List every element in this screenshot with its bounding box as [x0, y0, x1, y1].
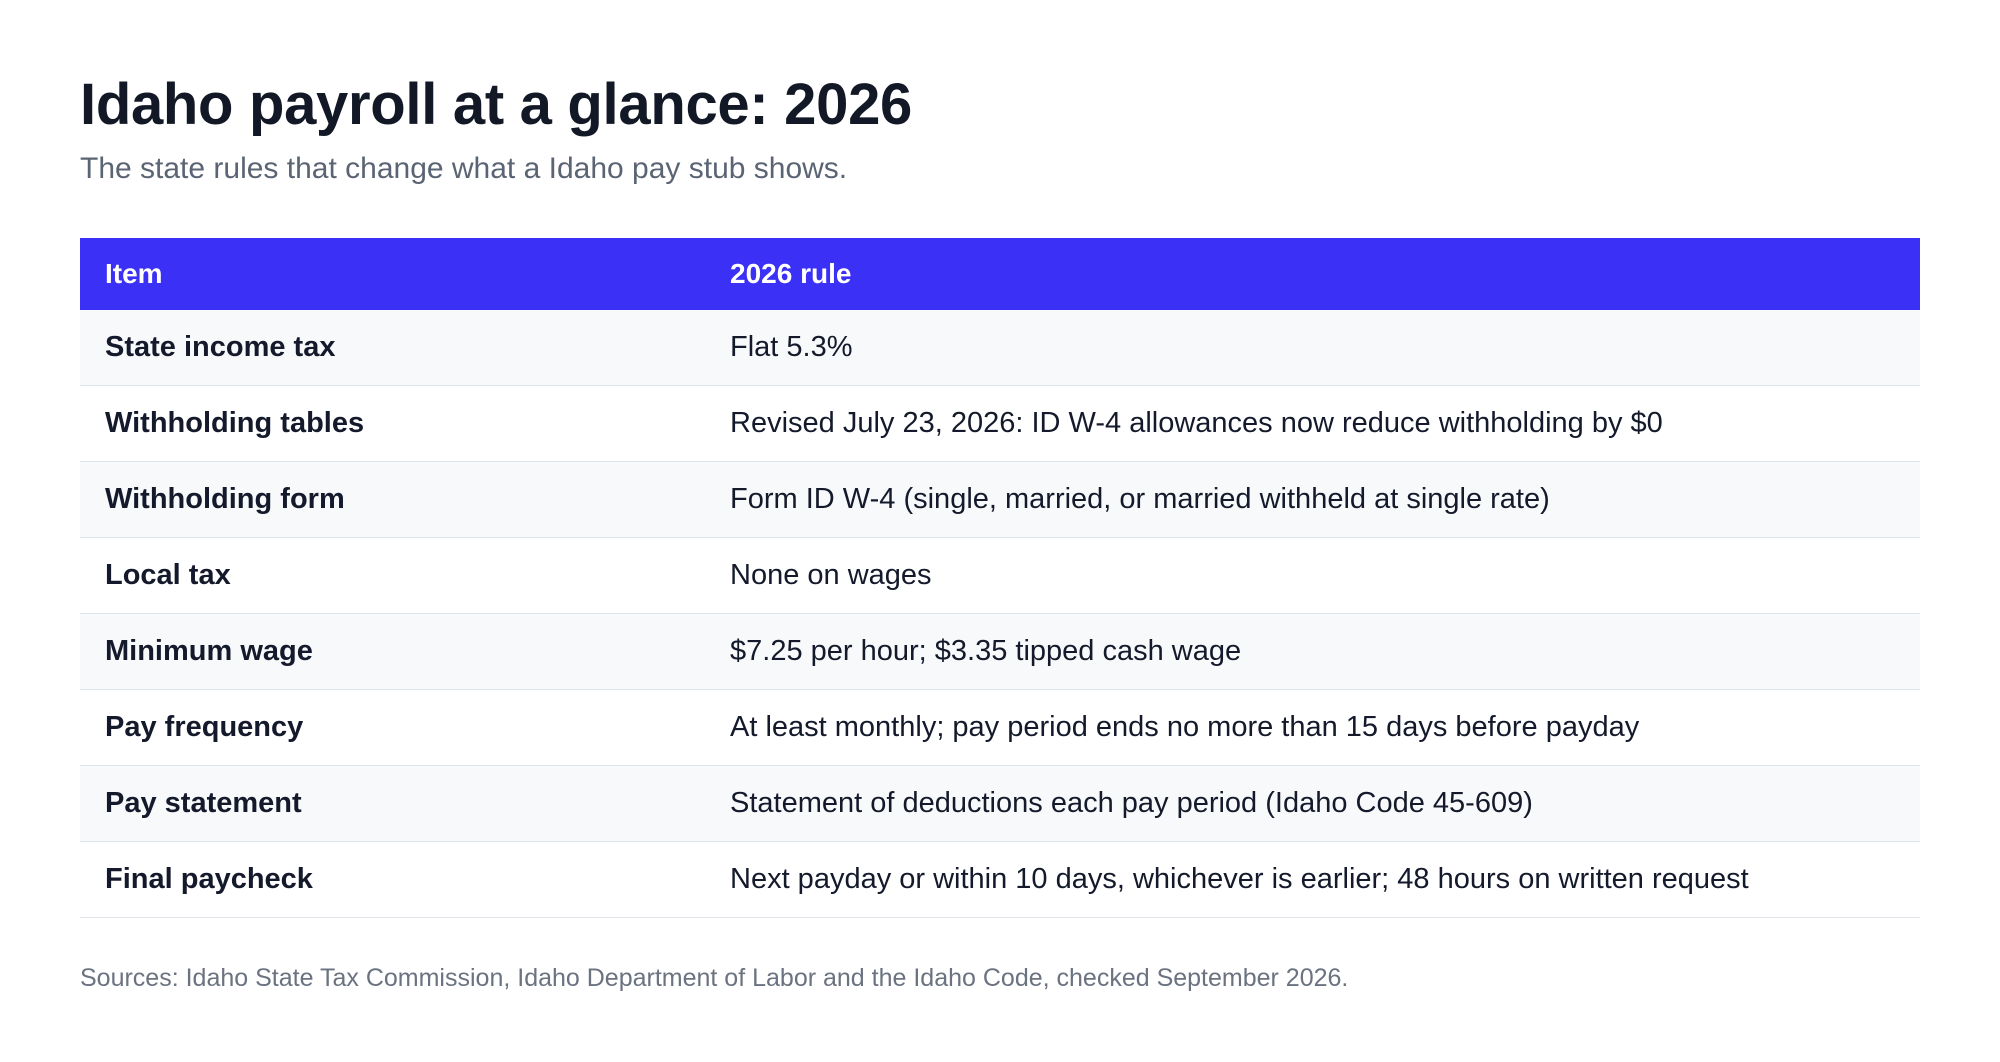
column-header-item: Item [105, 258, 163, 289]
table-row: Withholding form Form ID W-4 (single, ma… [80, 461, 1920, 538]
table-header: Item 2026 rule [80, 238, 1920, 310]
table-row: Pay frequency At least monthly; pay peri… [80, 689, 1920, 766]
row-rule-value: $7.25 per hour; $3.35 tipped cash wage [705, 613, 1920, 690]
sources-note: Sources: Idaho State Tax Commission, Ida… [80, 964, 1349, 992]
row-item-label: Withholding tables [80, 385, 705, 462]
table-row: Pay statement Statement of deductions ea… [80, 765, 1920, 842]
table-row: Local tax None on wages [80, 537, 1920, 614]
table-row: Minimum wage $7.25 per hour; $3.35 tippe… [80, 613, 1920, 690]
table-header-row: Item 2026 rule [80, 238, 1920, 310]
table-row: State income tax Flat 5.3% [80, 310, 1920, 386]
table-body: State income tax Flat 5.3% Withholding t… [80, 310, 1920, 918]
table-row: Final paycheck Next payday or within 10 … [80, 841, 1920, 918]
row-item-label: Minimum wage [80, 613, 705, 690]
row-item-label: State income tax [80, 310, 705, 386]
table-row: Withholding tables Revised July 23, 2026… [80, 385, 1920, 462]
row-item-label: Pay statement [80, 765, 705, 842]
row-rule-value: Statement of deductions each pay period … [705, 765, 1920, 842]
page-title: Idaho payroll at a glance: 2026 [80, 72, 913, 137]
page-subtitle: The state rules that change what a Idaho… [80, 152, 848, 185]
row-item-label: Pay frequency [80, 689, 705, 766]
row-rule-value: Flat 5.3% [705, 310, 1920, 386]
row-item-label: Local tax [80, 537, 705, 614]
row-rule-value: At least monthly; pay period ends no mor… [705, 689, 1920, 766]
row-item-label: Withholding form [80, 461, 705, 538]
row-rule-value: Form ID W-4 (single, married, or married… [705, 461, 1920, 538]
row-rule-value: Next payday or within 10 days, whichever… [705, 841, 1920, 918]
row-rule-value: Revised July 23, 2026: ID W-4 allowances… [705, 385, 1920, 462]
payroll-rules-table: Item 2026 rule State income tax Flat 5.3… [80, 238, 1920, 918]
column-header-rule: 2026 rule [730, 258, 852, 289]
row-rule-value: None on wages [705, 537, 1920, 614]
row-item-label: Final paycheck [80, 841, 705, 918]
